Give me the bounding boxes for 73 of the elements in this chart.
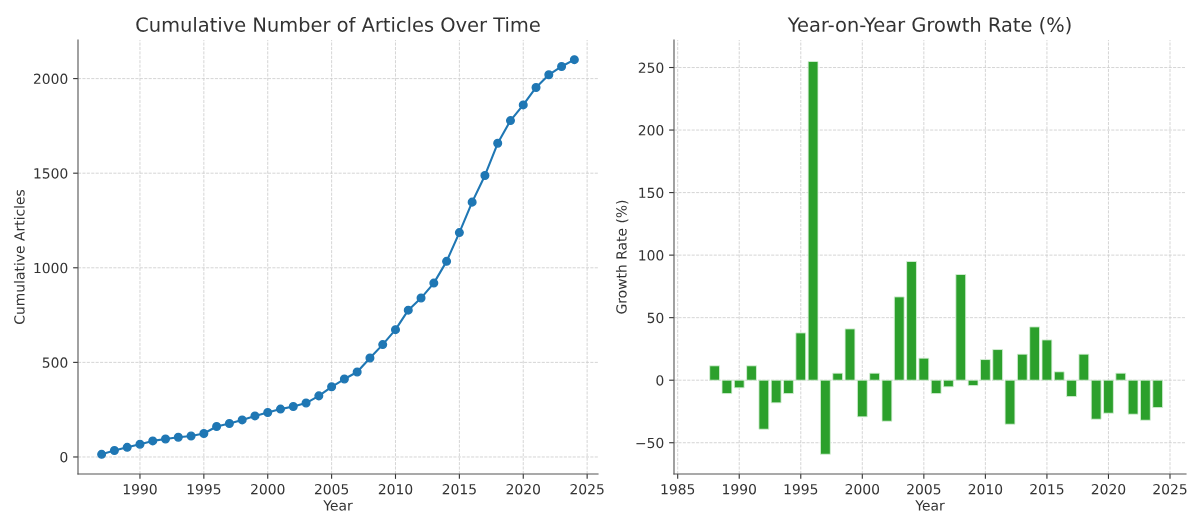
point (263, 407, 273, 418)
chart-title: Year-on-Year Growth Rate (%) (787, 16, 1071, 35)
x-tick-label: 2015 (1030, 483, 1064, 495)
point (250, 411, 260, 421)
point (390, 325, 401, 335)
point (122, 442, 132, 452)
point (173, 432, 183, 442)
point (429, 278, 439, 288)
y-tick-label: 2000 (33, 73, 68, 85)
x-tick-label: 2020 (1091, 483, 1126, 495)
x-axis-title: Year (915, 500, 945, 511)
x-tick-label: 2005 (314, 483, 349, 495)
point (557, 61, 567, 72)
point (275, 404, 286, 414)
point (518, 100, 528, 110)
point (339, 374, 349, 384)
point (480, 170, 490, 180)
point (212, 421, 222, 432)
y-tick-label: 500 (42, 357, 68, 368)
x-tick-label: 2000 (845, 483, 880, 495)
y-axis-title: Cumulative Articles (13, 189, 25, 324)
point (531, 82, 541, 93)
y-tick-label: 1000 (34, 262, 68, 274)
point (454, 228, 464, 238)
y-tick-label: −50 (636, 437, 664, 449)
point (109, 446, 119, 456)
x-tick-label: 1985 (661, 483, 695, 495)
x-tick-label: 1990 (123, 483, 157, 495)
point (352, 367, 362, 377)
point (544, 70, 554, 80)
x-tick-label: 1995 (784, 483, 818, 495)
point (161, 434, 171, 444)
y-tick-label: 150 (639, 187, 664, 199)
point (493, 138, 503, 148)
x-tick-label: 2025 (570, 483, 604, 495)
point (186, 431, 196, 441)
point (288, 401, 298, 411)
x-tick-label: 2010 (378, 483, 413, 495)
point (416, 293, 426, 303)
point (237, 415, 247, 425)
x-tick-label: 2010 (968, 483, 1003, 495)
x-tick-label: 1995 (187, 483, 221, 495)
x-axis-title: Year (323, 500, 353, 511)
y-tick-label: 50 (647, 312, 664, 324)
point (135, 439, 145, 449)
y-tick-label: 0 (656, 375, 664, 386)
point (224, 418, 234, 429)
x-tick-label: 2000 (251, 483, 285, 495)
point (403, 305, 413, 315)
y-axis-title: Growth Rate (%) (615, 200, 629, 314)
point (442, 256, 452, 266)
point (97, 449, 107, 459)
point (327, 382, 337, 392)
point (314, 391, 324, 401)
point (199, 428, 209, 439)
x-tick-label: 2015 (442, 483, 476, 495)
y-tick-label: 100 (639, 250, 664, 261)
point (148, 436, 158, 446)
x-tick-label: 2025 (1153, 483, 1187, 495)
x-tick-label: 1990 (723, 483, 756, 495)
x-tick-label: 2005 (907, 483, 941, 495)
y-tick-label: 1500 (34, 168, 68, 179)
y-tick-label: 200 (638, 125, 664, 136)
point (569, 55, 579, 65)
point (505, 116, 515, 126)
chart-title: Cumulative Number of Articles Over Time (136, 16, 540, 32)
x-tick-label: 2020 (506, 483, 541, 495)
point (365, 353, 375, 363)
y-tick-label: 0 (60, 451, 68, 463)
point (378, 340, 388, 350)
y-tick-label: 250 (638, 62, 664, 73)
point (467, 197, 477, 207)
point (301, 398, 311, 408)
